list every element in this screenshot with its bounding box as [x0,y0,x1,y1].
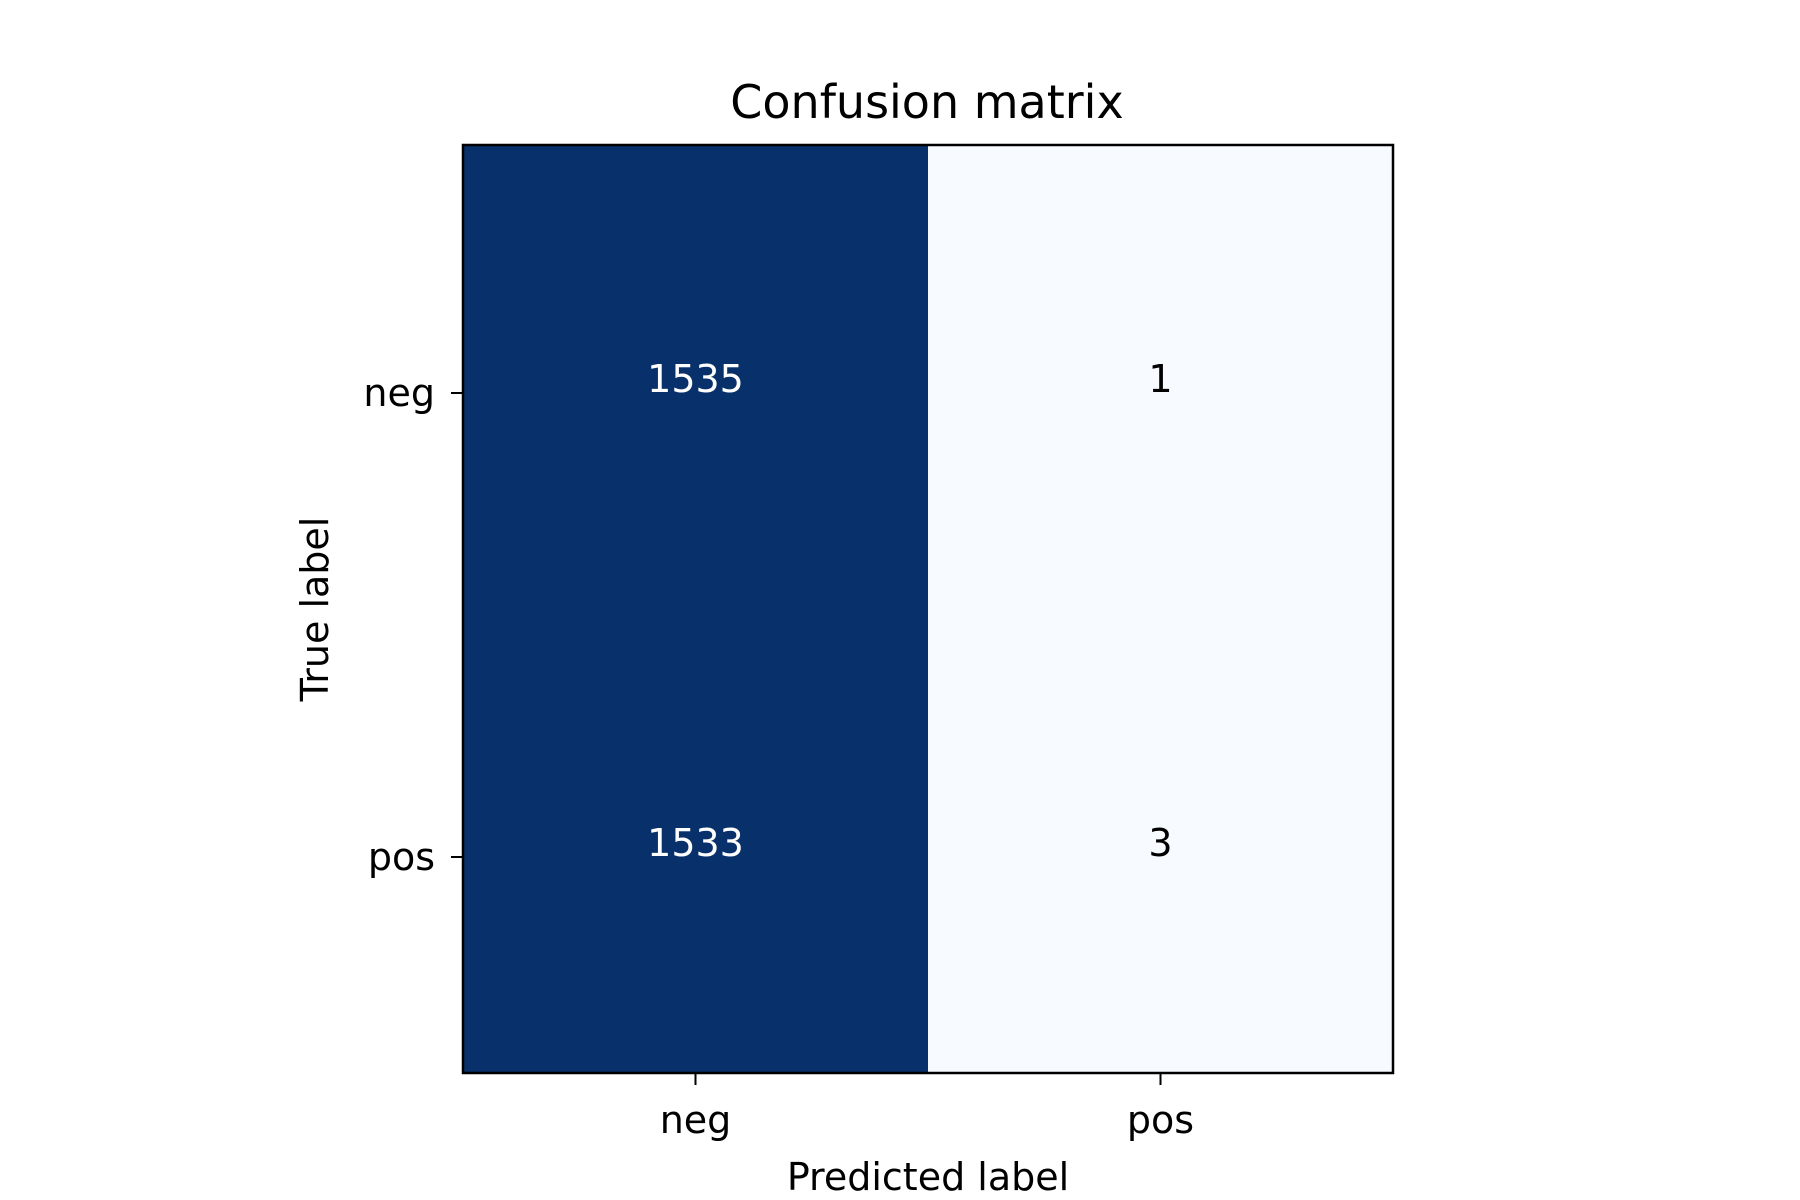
x-axis-label: Predicted label [787,1155,1069,1199]
matrix-cell-pos-pos [928,609,1394,1074]
matrix-cell-labels: 1535 1 1533 3 [647,357,1172,865]
matrix-value-neg-neg: 1535 [647,357,744,401]
matrix-value-pos-neg: 1533 [647,821,744,865]
y-tick-label-pos: pos [368,835,435,879]
y-axis-label: True label [293,517,337,703]
x-tick-label-neg: neg [660,1098,732,1142]
x-axis-ticks: neg pos [660,1073,1194,1142]
matrix-value-neg-pos: 1 [1148,357,1172,401]
matrix-value-pos-pos: 3 [1148,821,1172,865]
matrix-cells [463,145,1394,1074]
matrix-cell-neg-neg [463,145,929,610]
matrix-cell-neg-pos [928,145,1394,610]
y-tick-label-neg: neg [363,371,435,415]
matrix-cell-pos-neg [463,609,929,1074]
y-axis-ticks: neg pos [363,371,463,879]
chart-title: Confusion matrix [730,75,1123,129]
x-tick-label-pos: pos [1127,1098,1194,1142]
plot-frame [461,143,1395,1075]
